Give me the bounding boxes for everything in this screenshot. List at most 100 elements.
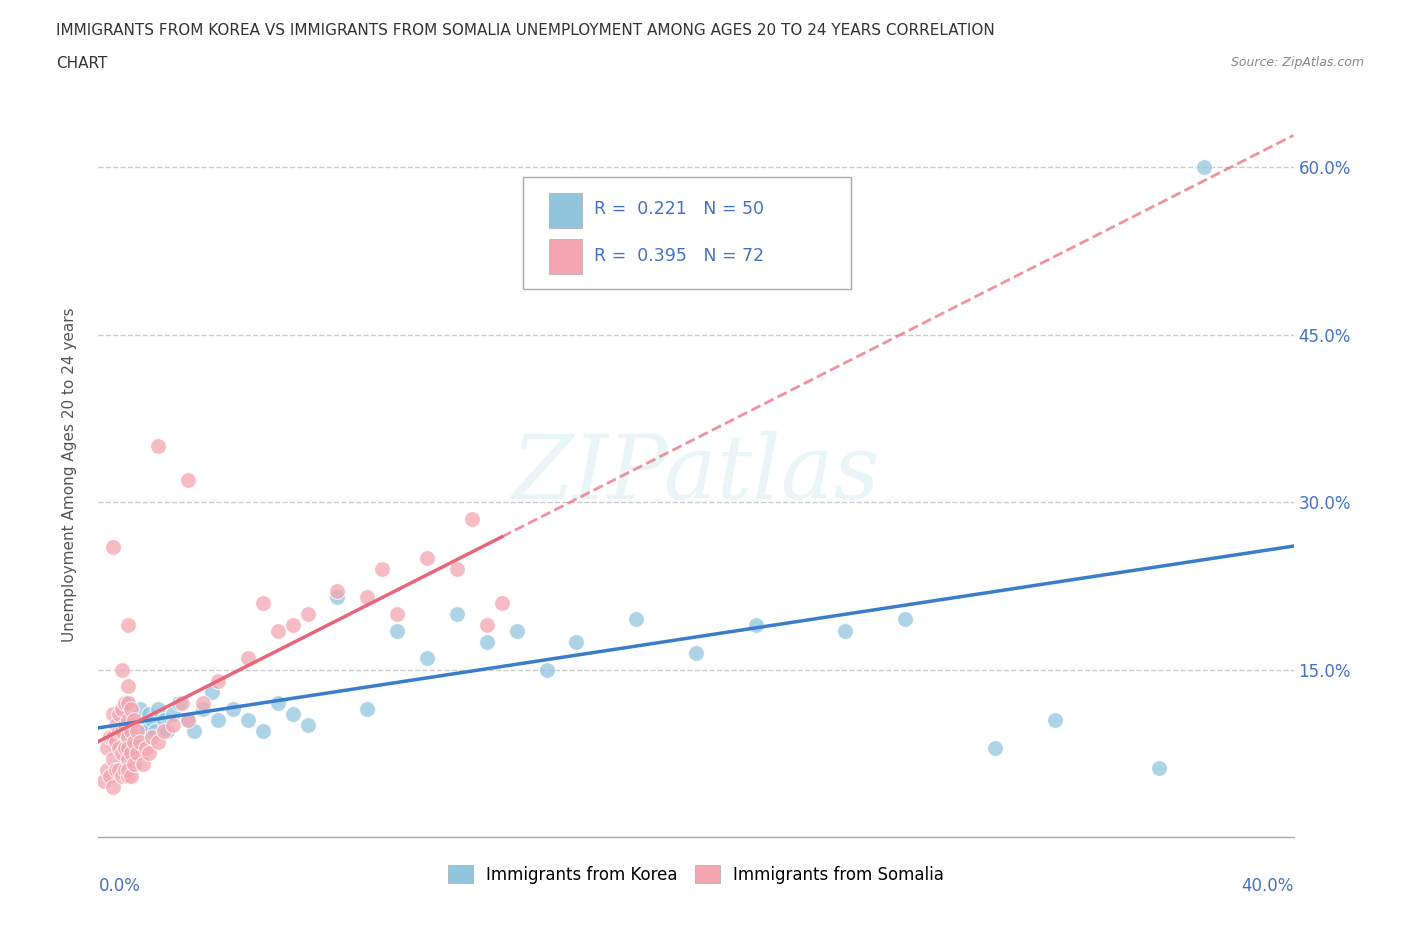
- Point: [108, 740, 131, 755]
- Point: [117, 729, 139, 744]
- Point: [252, 595, 274, 610]
- Point: [96, 740, 118, 755]
- Point: [252, 724, 274, 738]
- Point: [207, 673, 229, 688]
- FancyBboxPatch shape: [548, 193, 582, 228]
- Point: [156, 724, 179, 738]
- Point: [143, 724, 166, 738]
- Point: [894, 612, 917, 627]
- Point: [326, 590, 349, 604]
- Point: [117, 712, 139, 727]
- Point: [114, 696, 136, 711]
- Point: [267, 623, 290, 638]
- Point: [108, 763, 131, 777]
- Point: [167, 696, 190, 711]
- Point: [162, 707, 184, 722]
- Point: [103, 729, 125, 744]
- Point: [236, 712, 259, 727]
- Point: [127, 724, 149, 738]
- Text: CHART: CHART: [56, 56, 108, 71]
- Point: [281, 707, 304, 722]
- Point: [120, 768, 142, 783]
- Point: [371, 562, 394, 577]
- Point: [120, 724, 142, 738]
- Point: [117, 763, 139, 777]
- Point: [117, 618, 139, 632]
- Point: [281, 618, 304, 632]
- Text: Source: ZipAtlas.com: Source: ZipAtlas.com: [1230, 56, 1364, 69]
- Point: [326, 584, 349, 599]
- Point: [416, 651, 439, 666]
- Point: [138, 707, 160, 722]
- Point: [108, 724, 131, 738]
- Point: [297, 718, 319, 733]
- Point: [162, 718, 184, 733]
- Point: [685, 645, 707, 660]
- Point: [201, 684, 224, 699]
- Point: [103, 735, 125, 750]
- Point: [117, 707, 139, 722]
- Point: [506, 623, 529, 638]
- Point: [111, 768, 134, 783]
- Point: [108, 707, 131, 722]
- Point: [111, 746, 134, 761]
- Point: [120, 724, 142, 738]
- Point: [222, 701, 245, 716]
- Point: [105, 718, 128, 733]
- FancyBboxPatch shape: [548, 239, 582, 274]
- Point: [129, 701, 152, 716]
- Text: ZIPatlas: ZIPatlas: [512, 431, 880, 518]
- Point: [207, 712, 229, 727]
- Point: [103, 779, 125, 794]
- Point: [114, 740, 136, 755]
- Point: [96, 763, 118, 777]
- Point: [191, 696, 214, 711]
- Point: [120, 701, 142, 716]
- Point: [98, 729, 122, 744]
- Point: [114, 763, 136, 777]
- Point: [117, 696, 139, 711]
- Legend: Immigrants from Korea, Immigrants from Somalia: Immigrants from Korea, Immigrants from S…: [441, 858, 950, 890]
- Point: [98, 768, 122, 783]
- Point: [148, 701, 170, 716]
- Point: [475, 618, 498, 632]
- Point: [491, 595, 513, 610]
- FancyBboxPatch shape: [523, 177, 852, 289]
- Point: [565, 634, 588, 649]
- Point: [124, 735, 146, 750]
- Point: [177, 712, 200, 727]
- Point: [536, 662, 558, 677]
- Point: [177, 472, 200, 487]
- Point: [148, 735, 170, 750]
- Text: 0.0%: 0.0%: [98, 877, 141, 895]
- Point: [1043, 712, 1066, 727]
- Point: [177, 712, 200, 727]
- Point: [124, 757, 146, 772]
- Point: [138, 746, 160, 761]
- Point: [132, 718, 155, 733]
- Point: [93, 774, 115, 789]
- Point: [114, 735, 136, 750]
- Point: [153, 712, 176, 727]
- Point: [141, 729, 163, 744]
- Point: [385, 623, 409, 638]
- Point: [148, 439, 170, 454]
- Point: [446, 562, 468, 577]
- Point: [236, 651, 259, 666]
- Point: [103, 707, 125, 722]
- Point: [267, 696, 290, 711]
- Point: [105, 763, 128, 777]
- Text: R =  0.221   N = 50: R = 0.221 N = 50: [595, 200, 765, 218]
- Point: [120, 746, 142, 761]
- Point: [124, 712, 146, 727]
- Point: [111, 724, 134, 738]
- Point: [385, 606, 409, 621]
- Point: [475, 634, 498, 649]
- Point: [103, 539, 125, 554]
- Point: [135, 724, 157, 738]
- Text: R =  0.395   N = 72: R = 0.395 N = 72: [595, 246, 765, 265]
- Point: [132, 757, 155, 772]
- Point: [141, 712, 163, 727]
- Text: 40.0%: 40.0%: [1241, 877, 1294, 895]
- Point: [834, 623, 856, 638]
